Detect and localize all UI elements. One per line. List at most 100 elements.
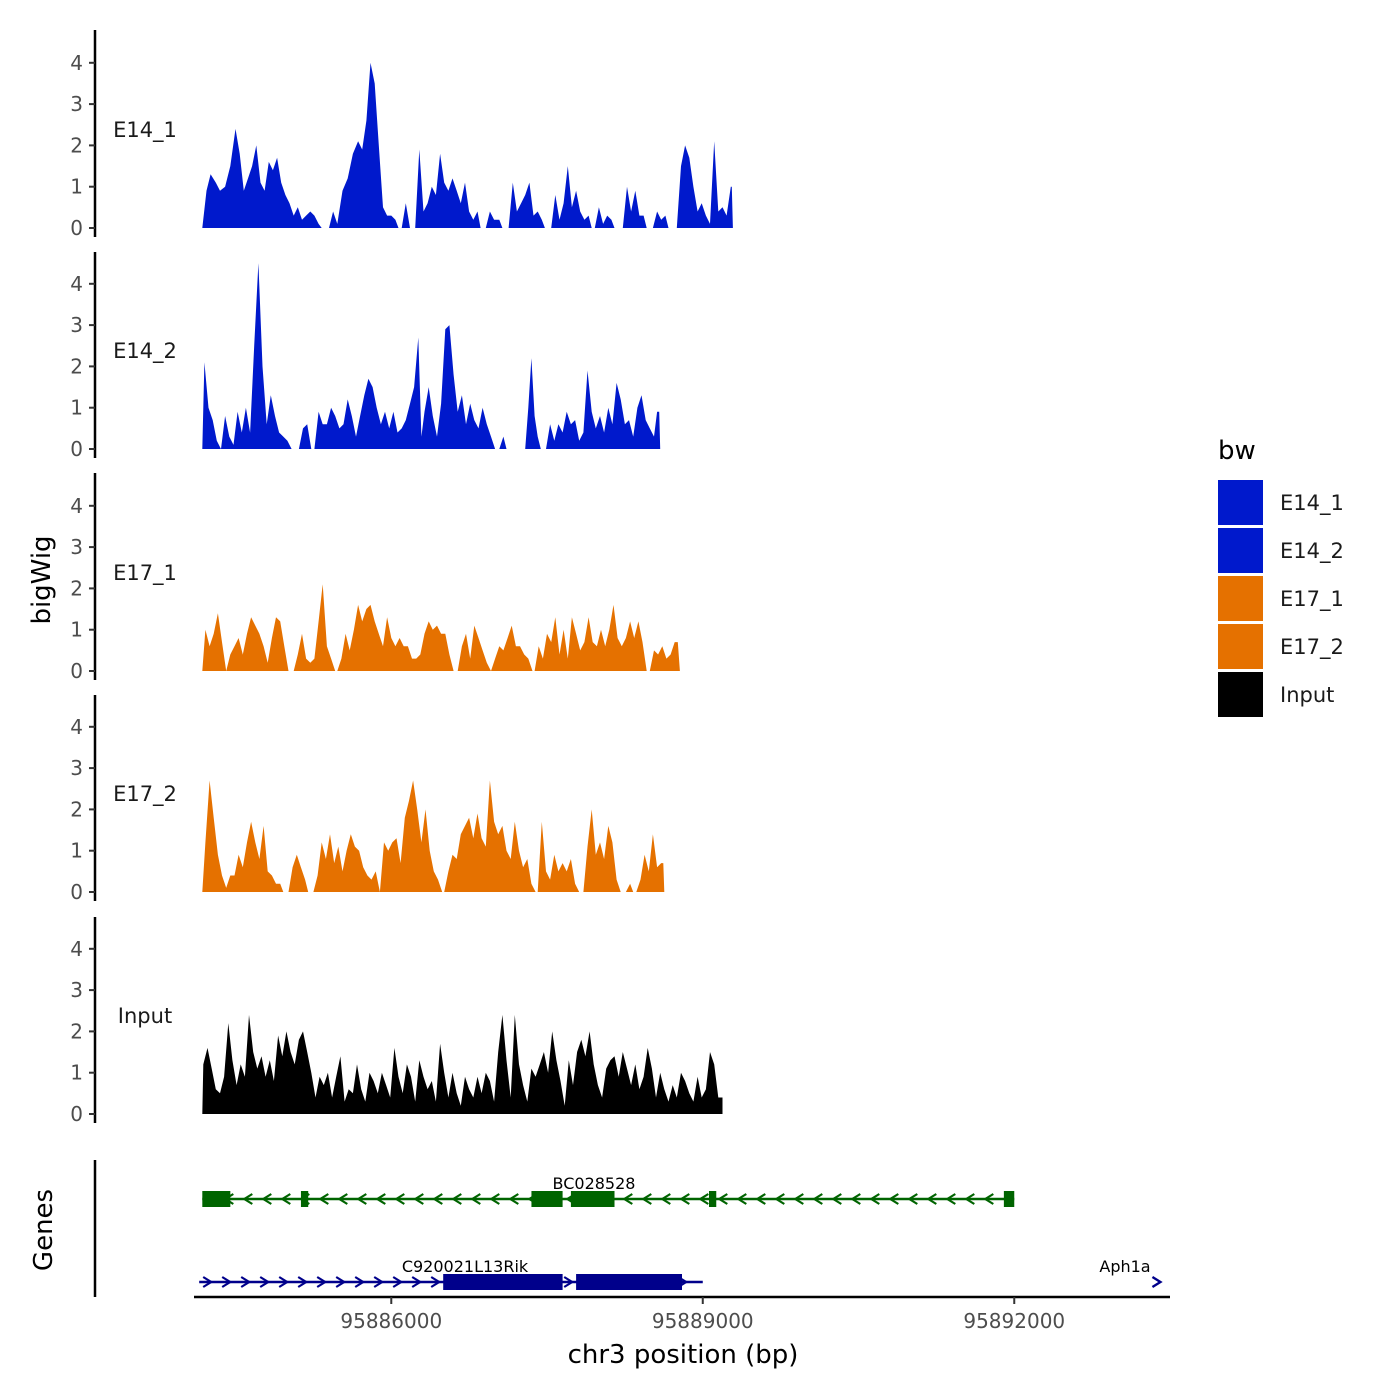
gene-label: Aph1a [1099, 1257, 1150, 1276]
coverage-area-e14-1 [202, 62, 733, 228]
y-tick-label: 3 [70, 313, 83, 337]
y-tick-label: 4 [70, 272, 83, 296]
legend-title: bw [1218, 436, 1256, 466]
strand-arrow [907, 1193, 918, 1205]
exon [443, 1274, 563, 1290]
y-tick-label: 4 [70, 937, 83, 961]
exon [531, 1191, 563, 1207]
strand-arrow [337, 1193, 348, 1205]
y-axis-title: bigWig [27, 535, 57, 624]
strand-arrow [983, 1193, 994, 1205]
gene-c920021l13rik: C920021L13Rik [199, 1257, 703, 1290]
track-e14-2: 0 1 2 3 4 E14_2 [70, 252, 661, 461]
track-e14-1: 0 1 2 3 4 E14_1 [70, 30, 733, 240]
strand-arrow [316, 1276, 328, 1288]
strand-arrow [926, 1193, 937, 1205]
x-tick-label: 95886000 [340, 1309, 442, 1333]
strand-arrow [698, 1193, 709, 1205]
strand-arrow [259, 1276, 271, 1288]
strand-arrow [717, 1193, 728, 1205]
y-tick-label: 4 [70, 715, 83, 739]
y-tick-label: 0 [70, 880, 83, 904]
strand-arrow [1151, 1275, 1163, 1289]
track-label: E17_2 [113, 782, 177, 807]
strand-arrow [755, 1193, 766, 1205]
track-input: 0 1 2 3 4 Input [70, 917, 723, 1126]
legend-label: E17_2 [1280, 635, 1344, 660]
strand-arrow [373, 1276, 385, 1288]
y-tick-label: 4 [70, 51, 83, 75]
legend-label: E14_2 [1280, 539, 1344, 564]
strand-arrow [318, 1193, 329, 1205]
exon [570, 1191, 615, 1207]
x-axis: 95886000 95889000 95892000 [194, 1295, 1170, 1333]
strand-arrow [451, 1193, 462, 1205]
legend-item-e17-1: E17_1 [1218, 576, 1344, 621]
strand-arrow [793, 1193, 804, 1205]
legend-swatch [1218, 528, 1263, 573]
y-tick-label: 1 [70, 396, 83, 420]
strand-arrow [280, 1193, 291, 1205]
y-tick-label: 1 [70, 618, 83, 642]
y-tick-label: 0 [70, 437, 83, 461]
track-e17-1: 0 1 2 3 4 E17_1 [70, 473, 680, 683]
strand-arrow [356, 1193, 367, 1205]
y-tick-label: 0 [70, 659, 83, 683]
legend-swatch [1218, 672, 1263, 717]
strand-arrow [622, 1193, 633, 1205]
y-tick-label: 3 [70, 92, 83, 116]
strand-arrow [278, 1276, 290, 1288]
y-tick-label: 4 [70, 494, 83, 518]
strand-arrow [831, 1193, 842, 1205]
coverage-area-e17-2 [202, 780, 665, 892]
legend: bw E14_1 E14_2 E17_1 E17_2 Input [1218, 436, 1344, 717]
strand-arrow [335, 1276, 347, 1288]
strand-arrow [240, 1276, 252, 1288]
y-tick-label: 2 [70, 133, 83, 157]
strand-arrow [432, 1193, 443, 1205]
strand-arrow [394, 1193, 405, 1205]
strand-arrow [392, 1276, 404, 1288]
y-tick-label: 3 [70, 756, 83, 780]
track-e17-2: 0 1 2 3 4 E17_2 [70, 695, 665, 904]
strand-arrow [945, 1193, 956, 1205]
y-tick-label: 2 [70, 354, 83, 378]
strand-arrow [430, 1276, 442, 1288]
strand-arrow [660, 1193, 671, 1205]
legend-item-e14-2: E14_2 [1218, 528, 1344, 573]
strand-arrow [354, 1276, 366, 1288]
strand-arrow [411, 1276, 423, 1288]
strand-arrow [888, 1193, 899, 1205]
exon [202, 1191, 231, 1207]
track-label: E14_1 [113, 118, 177, 143]
legend-item-e17-2: E17_2 [1218, 624, 1344, 669]
strand-arrow [850, 1193, 861, 1205]
exon [300, 1191, 309, 1207]
strand-arrow [508, 1193, 519, 1205]
strand-arrow [375, 1193, 386, 1205]
legend-item-input: Input [1218, 672, 1334, 717]
y-tick-label: 3 [70, 978, 83, 1002]
y-tick-label: 0 [70, 216, 83, 240]
y-tick-label: 1 [70, 175, 83, 199]
track-label: Input [118, 1004, 172, 1028]
track-label: E17_1 [113, 561, 177, 586]
strand-arrow [774, 1193, 785, 1205]
strand-arrow [812, 1193, 823, 1205]
strand-arrow [413, 1193, 424, 1205]
coverage-tracks: 0 1 2 3 4 E14_1 0 1 2 3 4 E14_2 0 1 2 3 4 E17_1 0 1 2 3 4 E17_2… [70, 30, 733, 1126]
y-tick-label: 2 [70, 1019, 83, 1043]
genes-track: BC028528 C920021L13Rik Aph1a [93, 1160, 1163, 1297]
gene-label: C920021L13Rik [402, 1257, 529, 1276]
y-tick-label: 2 [70, 576, 83, 600]
strand-arrow [261, 1193, 272, 1205]
strand-arrow [563, 1276, 575, 1288]
strand-arrow [641, 1193, 652, 1205]
y-tick-label: 0 [70, 1102, 83, 1126]
exon [708, 1191, 717, 1207]
y-tick-label: 1 [70, 839, 83, 863]
coverage-area-e14-2 [202, 263, 661, 449]
track-label: E14_2 [113, 339, 177, 364]
strand-arrow [964, 1193, 975, 1205]
